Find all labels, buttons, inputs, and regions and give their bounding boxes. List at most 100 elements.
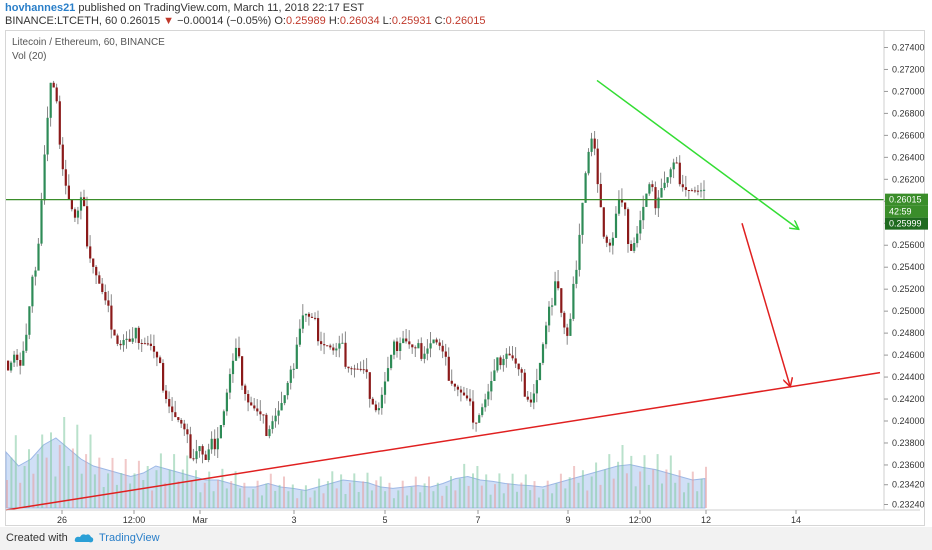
high-value: 0.26034: [339, 15, 380, 27]
candle-body: [703, 189, 706, 191]
candle-body: [347, 366, 350, 369]
candle-body: [660, 188, 663, 198]
time-tick-label: 12:00: [629, 515, 652, 525]
candle-body: [523, 372, 526, 397]
volume-bar: [384, 491, 387, 508]
candle-body: [295, 344, 298, 369]
drawing-layer: [5, 79, 884, 511]
candle-body: [338, 343, 341, 349]
volume-bar: [643, 455, 646, 508]
candle-body: [642, 206, 645, 221]
candle-body: [423, 353, 426, 359]
candle-body: [648, 184, 651, 194]
current-price-label-bg: [885, 193, 928, 206]
candle-body: [149, 343, 152, 346]
volume-bar: [93, 474, 96, 508]
candle-body: [520, 369, 523, 373]
candle-body: [244, 385, 247, 394]
volume-bar: [230, 481, 233, 509]
candle-body: [535, 380, 538, 394]
volume-bar: [480, 485, 483, 508]
volume-bar: [217, 480, 219, 508]
tradingview-brand-link[interactable]: TradingView: [99, 532, 160, 544]
author-link[interactable]: hovhannes21: [5, 2, 76, 14]
volume-bar: [691, 471, 694, 508]
candle-body: [584, 173, 587, 203]
price-tick-label: 0.27400: [892, 42, 925, 52]
volume-bar: [300, 490, 303, 508]
volume-bar: [357, 492, 360, 508]
candle-body: [271, 421, 274, 430]
volume-bar: [85, 454, 88, 508]
chart-frame[interactable]: [5, 30, 925, 526]
candle-body: [630, 244, 633, 251]
volume-bar: [542, 489, 545, 508]
candle-body: [620, 199, 624, 203]
candle-body: [52, 82, 55, 88]
candle-body: [356, 368, 359, 370]
candle-body: [43, 154, 46, 201]
candle-body: [265, 414, 268, 436]
volume-bar: [419, 492, 422, 508]
volume-bar: [296, 498, 299, 508]
candle-body: [690, 190, 693, 192]
volume-bar: [529, 490, 532, 508]
candle-body: [61, 144, 64, 170]
candle-body: [587, 151, 590, 174]
volume-bar: [603, 469, 606, 508]
volume-bar: [568, 477, 571, 508]
volume-bar: [612, 478, 615, 508]
candle-body: [283, 395, 286, 404]
candle-body: [481, 407, 484, 416]
volume-bar: [511, 473, 514, 508]
volume-bar: [54, 476, 57, 508]
other-price-label: 0.25999: [889, 219, 922, 229]
volume-bar: [137, 460, 140, 509]
candle-body: [40, 200, 43, 244]
candle-body: [58, 101, 61, 145]
candle-body: [277, 410, 280, 416]
candle-body: [469, 398, 472, 402]
volume-bar: [326, 481, 329, 509]
candle-body: [216, 438, 219, 450]
candle-body: [89, 246, 92, 259]
volume-bar: [164, 482, 167, 508]
candle-body: [420, 343, 423, 359]
price-chart[interactable]: 0.27400 0.27200 0.27000 0.26800 0.26600 0.264…: [0, 0, 932, 527]
volume-bar: [537, 497, 540, 508]
candle-body: [538, 362, 542, 381]
candle-body: [590, 138, 593, 152]
candle-body: [456, 386, 459, 390]
volume-bar: [50, 432, 52, 508]
volume-bar: [14, 435, 17, 508]
time-tick-label: 26: [57, 515, 67, 525]
candle-body: [207, 449, 210, 460]
candle-body: [368, 372, 371, 399]
volume-bar: [450, 476, 452, 508]
price-tick-label: 0.25200: [892, 284, 925, 294]
volume-bar: [397, 490, 400, 508]
candle-body: [10, 362, 13, 371]
time-tick-label: 14: [791, 515, 801, 525]
volume-bar: [173, 454, 176, 508]
volume-bar: [80, 473, 83, 508]
candle-body: [186, 429, 189, 435]
volume-bar: [379, 476, 382, 508]
volume-bar: [212, 491, 215, 508]
candle-body: [554, 281, 557, 306]
candle-body: [441, 345, 444, 352]
candle-body: [663, 182, 666, 188]
candle-body: [651, 184, 654, 188]
candle-body: [22, 350, 25, 366]
candle-body: [496, 357, 499, 371]
candle-body: [405, 338, 408, 342]
volume-bar: [304, 485, 307, 509]
candle-body: [159, 357, 162, 364]
volume-bar: [507, 483, 510, 508]
volume-bar: [208, 471, 211, 508]
volume-bar: [195, 470, 197, 508]
candle-body: [201, 446, 204, 455]
volume-bar: [353, 473, 356, 508]
volume-bar: [445, 485, 448, 508]
price-tick-label: 0.23600: [892, 460, 925, 470]
